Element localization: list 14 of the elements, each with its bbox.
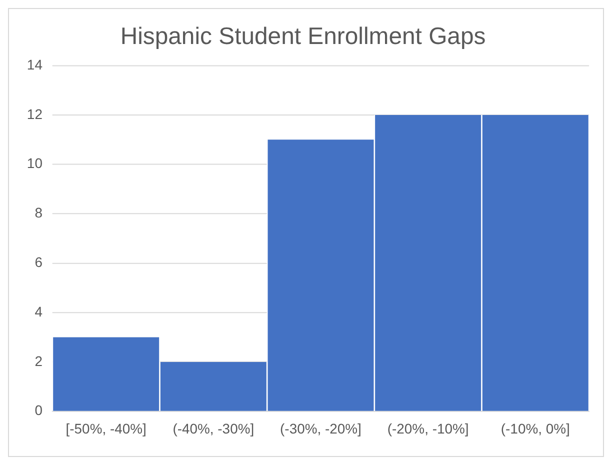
y-tick-label: 12 — [26, 106, 43, 122]
chart-title: Hispanic Student Enrollment Gaps — [120, 22, 486, 50]
x-tick-label: (-40%, -30%] — [172, 420, 254, 437]
y-tick-label: 0 — [34, 402, 43, 418]
y-tick-label: 2 — [34, 352, 43, 369]
y-tick-label: 10 — [26, 155, 43, 172]
y-tick-label: 14 — [26, 56, 43, 72]
y-tick-label: 4 — [34, 303, 43, 320]
x-tick-label: (-20%, -10%] — [387, 420, 469, 437]
y-tick-label: 8 — [34, 204, 43, 221]
y-tick-label: 6 — [34, 254, 43, 270]
x-tick-label: [-50%, -40%] — [66, 420, 146, 437]
x-tick-label: (-30%, -20%] — [280, 420, 362, 437]
x-tick-label: (-10%, 0%] — [500, 420, 570, 437]
